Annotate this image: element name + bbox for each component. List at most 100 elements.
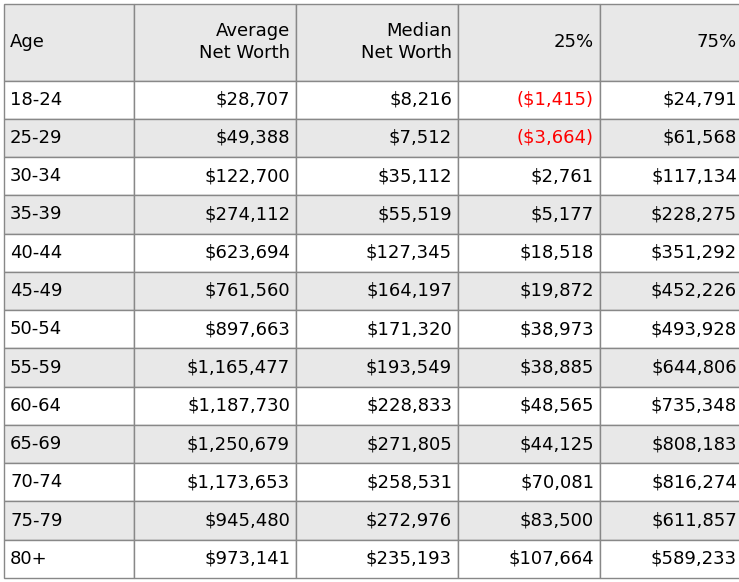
Text: $7,512: $7,512: [389, 129, 452, 147]
Text: $117,134: $117,134: [651, 167, 737, 185]
Text: $122,700: $122,700: [205, 167, 290, 185]
Bar: [4, 233, 134, 272]
Bar: [4, 119, 134, 157]
Bar: [600, 463, 739, 502]
Bar: [4, 196, 134, 233]
Text: $38,973: $38,973: [520, 320, 594, 338]
Bar: [458, 310, 600, 349]
Text: $61,568: $61,568: [663, 129, 737, 147]
Bar: [4, 157, 134, 196]
Text: $1,250,679: $1,250,679: [187, 435, 290, 453]
Text: $24,791: $24,791: [662, 91, 737, 109]
Bar: [134, 502, 296, 540]
Bar: [4, 80, 134, 119]
Bar: [600, 233, 739, 272]
Text: $70,081: $70,081: [520, 473, 594, 491]
Bar: [458, 425, 600, 463]
Text: $611,857: $611,857: [651, 512, 737, 530]
Bar: [600, 349, 739, 386]
Bar: [296, 310, 458, 349]
Text: $1,165,477: $1,165,477: [187, 359, 290, 377]
Text: Average
Net Worth: Average Net Worth: [199, 22, 290, 62]
Text: $83,500: $83,500: [520, 512, 594, 530]
Bar: [296, 233, 458, 272]
Bar: [134, 157, 296, 196]
Bar: [458, 386, 600, 425]
Text: $452,226: $452,226: [651, 282, 737, 300]
Text: $623,694: $623,694: [204, 244, 290, 262]
Bar: [134, 80, 296, 119]
Text: $38,885: $38,885: [520, 359, 594, 377]
Text: $644,806: $644,806: [651, 359, 737, 377]
Text: ($3,664): ($3,664): [517, 129, 594, 147]
Text: $945,480: $945,480: [204, 512, 290, 530]
Text: $18,518: $18,518: [520, 244, 594, 262]
Bar: [600, 196, 739, 233]
Bar: [134, 540, 296, 578]
Text: $351,292: $351,292: [651, 244, 737, 262]
Text: 40-44: 40-44: [10, 244, 62, 262]
Text: $274,112: $274,112: [204, 205, 290, 223]
Text: $171,320: $171,320: [367, 320, 452, 338]
Bar: [296, 540, 458, 578]
Bar: [134, 196, 296, 233]
Bar: [458, 196, 600, 233]
Text: 80+: 80+: [10, 550, 47, 568]
Bar: [4, 386, 134, 425]
Text: $761,560: $761,560: [205, 282, 290, 300]
Bar: [134, 310, 296, 349]
Text: $19,872: $19,872: [520, 282, 594, 300]
Bar: [458, 272, 600, 310]
Text: 18-24: 18-24: [10, 91, 62, 109]
Bar: [600, 157, 739, 196]
Bar: [296, 272, 458, 310]
Bar: [600, 80, 739, 119]
Bar: [4, 540, 134, 578]
Bar: [458, 349, 600, 386]
Bar: [458, 540, 600, 578]
Bar: [134, 463, 296, 502]
Text: 25-29: 25-29: [10, 129, 63, 147]
Text: ($1,415): ($1,415): [517, 91, 594, 109]
Bar: [4, 310, 134, 349]
Text: $2,761: $2,761: [531, 167, 594, 185]
Bar: [600, 425, 739, 463]
Bar: [4, 349, 134, 386]
Bar: [600, 272, 739, 310]
Bar: [4, 425, 134, 463]
Text: $28,707: $28,707: [216, 91, 290, 109]
Text: Age: Age: [10, 33, 45, 51]
Text: $127,345: $127,345: [366, 244, 452, 262]
Bar: [296, 196, 458, 233]
Bar: [296, 349, 458, 386]
Bar: [600, 502, 739, 540]
Bar: [296, 119, 458, 157]
Text: $589,233: $589,233: [651, 550, 737, 568]
Text: $193,549: $193,549: [366, 359, 452, 377]
Bar: [134, 425, 296, 463]
Text: $808,183: $808,183: [652, 435, 737, 453]
Text: $1,187,730: $1,187,730: [187, 397, 290, 415]
Bar: [296, 4, 458, 80]
Text: $107,664: $107,664: [508, 550, 594, 568]
Bar: [458, 233, 600, 272]
Text: 35-39: 35-39: [10, 205, 63, 223]
Text: 50-54: 50-54: [10, 320, 62, 338]
Bar: [600, 119, 739, 157]
Text: $816,274: $816,274: [651, 473, 737, 491]
Text: 65-69: 65-69: [10, 435, 62, 453]
Text: $35,112: $35,112: [378, 167, 452, 185]
Text: 60-64: 60-64: [10, 397, 62, 415]
Text: 30-34: 30-34: [10, 167, 62, 185]
Text: $228,833: $228,833: [366, 397, 452, 415]
Bar: [134, 272, 296, 310]
Text: 45-49: 45-49: [10, 282, 63, 300]
Bar: [600, 4, 739, 80]
Bar: [134, 349, 296, 386]
Bar: [600, 540, 739, 578]
Text: $8,216: $8,216: [389, 91, 452, 109]
Text: $44,125: $44,125: [520, 435, 594, 453]
Bar: [296, 502, 458, 540]
Text: $258,531: $258,531: [366, 473, 452, 491]
Bar: [600, 310, 739, 349]
